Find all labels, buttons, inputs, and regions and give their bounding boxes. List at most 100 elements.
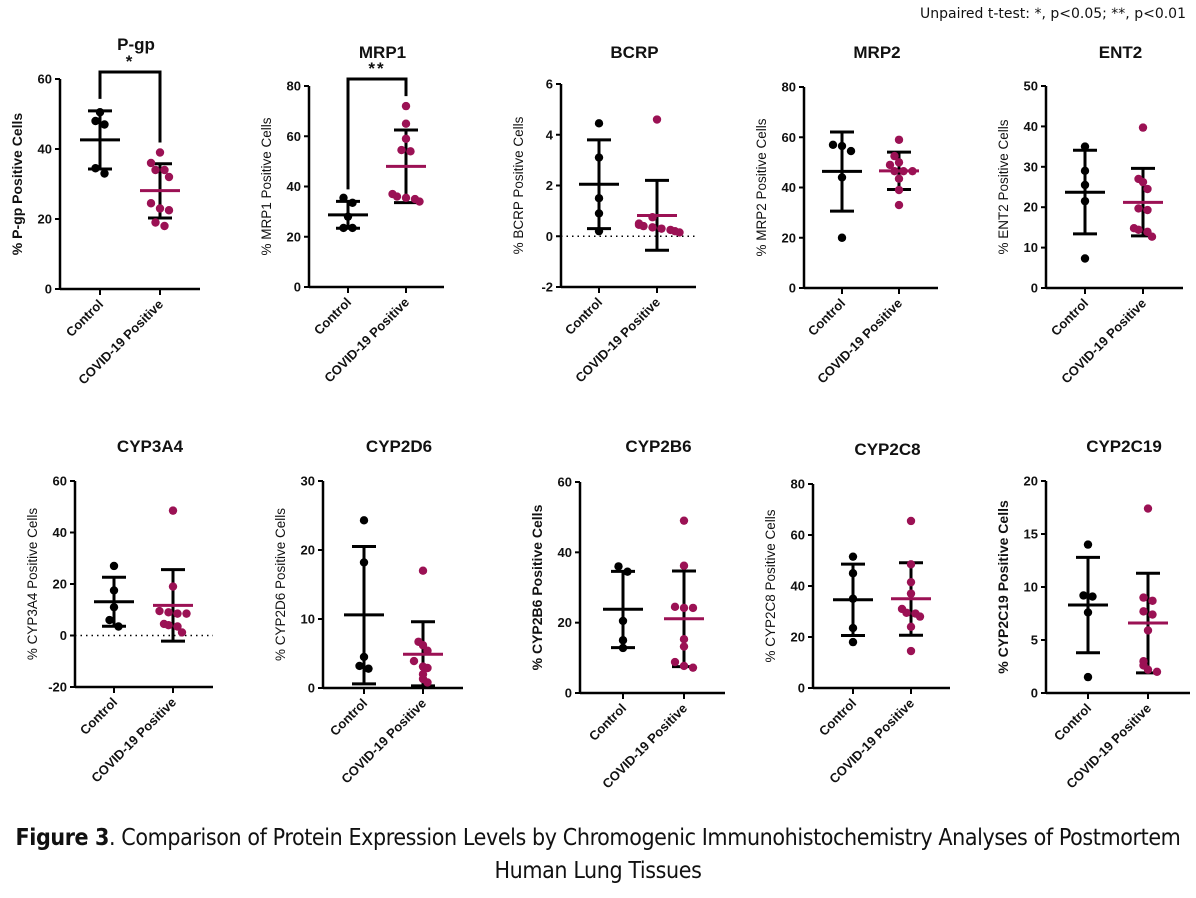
- y-tick-label: 20: [1024, 200, 1038, 215]
- covid-data-point: [392, 192, 402, 201]
- x-tick-label: Control: [77, 695, 120, 738]
- y-tick-label: 0: [1031, 281, 1038, 296]
- control-data-point: [100, 169, 109, 178]
- chart-panel-cyp2c8: CYP2C8 0 20 40 60 80 % CYP2C8 Positive Cells Co…: [763, 440, 950, 786]
- covid-data-point: [639, 221, 648, 231]
- y-tick-label: 80: [791, 477, 805, 492]
- control-data-point: [1083, 540, 1093, 549]
- y-tick-label: 60: [782, 130, 796, 145]
- covid-data-point: [173, 609, 182, 618]
- covid-data-point: [1143, 626, 1153, 635]
- y-tick-label: 0: [789, 281, 796, 296]
- covid-data-point: [155, 204, 165, 213]
- covid-data-point: [164, 621, 173, 630]
- covid-data-point: [423, 663, 432, 673]
- control-data-point: [359, 516, 369, 525]
- y-tick-label: 50: [1024, 79, 1038, 94]
- covid-data-point: [1134, 204, 1143, 213]
- y-tick-label: 20: [38, 212, 52, 227]
- covid-data-point: [657, 224, 666, 233]
- covid-data-point: [906, 646, 916, 656]
- y-tick-label: 0: [546, 229, 553, 244]
- y-tick-label: 5: [1031, 633, 1038, 648]
- y-tick-label: 0: [45, 282, 52, 297]
- significance-legend-note: Unpaired t-test: *, p<0.05; **, p<0.01: [919, 6, 1186, 22]
- x-tick-label: Control: [586, 701, 629, 744]
- chart-title: MRP2: [853, 43, 900, 62]
- control-data-point: [594, 119, 604, 128]
- control-data-point: [1080, 180, 1090, 190]
- y-tick-label: 40: [1024, 119, 1038, 134]
- chart-title: ENT2: [1099, 43, 1142, 62]
- covid-data-point: [177, 628, 187, 637]
- y-tick-label: 20: [791, 630, 805, 645]
- covid-data-point: [155, 606, 164, 616]
- x-tick-label: Control: [63, 297, 106, 340]
- control-data-point: [114, 622, 123, 631]
- control-data-point: [91, 116, 100, 126]
- y-tick-label: 40: [791, 579, 805, 594]
- covid-data-point: [885, 160, 895, 170]
- y-tick-label: 15: [1024, 527, 1038, 542]
- covid-data-point: [1143, 665, 1153, 674]
- control-data-point: [364, 664, 373, 673]
- covid-data-point: [675, 228, 684, 237]
- covid-data-point: [906, 622, 916, 631]
- control-data-point: [618, 643, 628, 653]
- y-tick-label: 40: [38, 142, 52, 157]
- control-data-point: [105, 615, 114, 625]
- y-axis-label: % P-gp Positive Cells: [9, 113, 25, 256]
- covid-data-point: [160, 221, 169, 231]
- x-tick-label: Control: [327, 696, 370, 739]
- covid-data-point: [173, 622, 182, 631]
- covid-data-point: [670, 602, 680, 612]
- control-data-point: [1083, 672, 1093, 682]
- figure-caption: Figure 3. Comparison of Protein Expressi…: [0, 822, 1196, 888]
- y-tick-label: -2: [541, 280, 553, 295]
- y-tick-label: 80: [782, 80, 796, 95]
- y-tick-label: 0: [60, 628, 67, 643]
- chart-title: CYP2D6: [366, 437, 432, 456]
- control-data-point: [618, 616, 628, 626]
- y-tick-label: 0: [798, 681, 805, 696]
- y-axis-label: % CYP2C19 Positive Cells: [995, 500, 1011, 674]
- control-data-point: [355, 661, 364, 671]
- covid-data-point: [915, 612, 925, 621]
- y-tick-label: 6: [546, 77, 553, 92]
- y-tick-label: 0: [565, 686, 572, 701]
- control-data-point: [837, 233, 847, 242]
- control-data-point: [1088, 592, 1097, 601]
- x-tick-label: Control: [1048, 296, 1091, 339]
- covid-data-point: [401, 119, 411, 128]
- y-tick-label: 60: [53, 474, 67, 489]
- control-data-point: [1080, 196, 1090, 206]
- control-data-point: [1080, 142, 1090, 151]
- covid-data-point: [894, 158, 904, 167]
- y-tick-label: 60: [558, 475, 572, 490]
- control-data-point: [837, 141, 847, 151]
- covid-data-point: [146, 158, 156, 168]
- covid-data-point: [1148, 596, 1157, 605]
- y-axis-label: % CYP2B6 Positive Cells: [529, 504, 545, 670]
- control-data-point: [109, 602, 119, 612]
- covid-data-point: [151, 165, 160, 175]
- chart-title: MRP1: [359, 43, 406, 62]
- y-tick-label: 10: [1024, 580, 1038, 595]
- covid-data-point: [146, 199, 156, 208]
- control-data-point: [848, 552, 858, 561]
- control-data-point: [109, 586, 119, 595]
- covid-data-point: [168, 506, 178, 515]
- control-data-point: [1080, 166, 1090, 176]
- y-tick-label: 20: [287, 229, 301, 244]
- y-axis-label: % MRP2 Positive Cells: [754, 118, 769, 256]
- y-tick-label: 20: [558, 615, 572, 630]
- x-tick-label: Control: [1051, 701, 1094, 744]
- chart-panel-mrp1: MRP1 0 20 40 60 80 % MRP1 Positive Cells Contro…: [259, 43, 444, 385]
- control-data-point: [1079, 591, 1088, 600]
- x-tick-label: Control: [805, 296, 848, 339]
- covid-data-point: [688, 603, 698, 613]
- y-tick-label: 40: [287, 179, 301, 194]
- y-tick-label: 30: [301, 474, 315, 489]
